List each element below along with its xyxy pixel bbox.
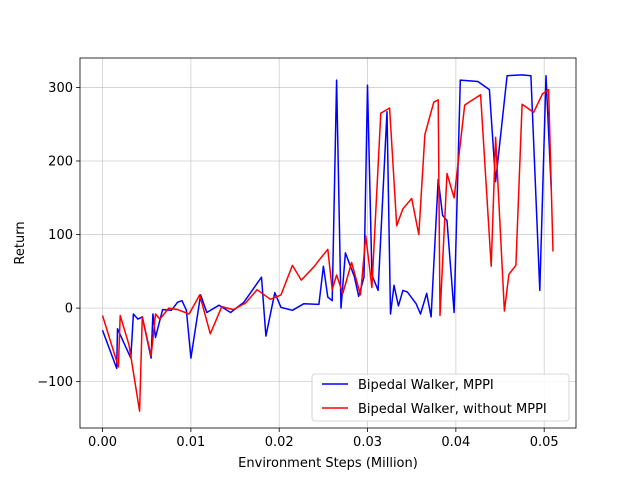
x-tick-label: 0.00 — [88, 435, 117, 450]
legend: Bipedal Walker, MPPI Bipedal Walker, wit… — [311, 373, 570, 422]
y-tick-label: 0 — [65, 302, 73, 317]
series-line-without-mppi — [101, 88, 554, 412]
legend-label-mppi: Bipedal Walker, MPPI — [358, 378, 494, 393]
legend-box — [311, 373, 570, 422]
series-layer — [101, 74, 554, 412]
x-tick-label: 0.03 — [353, 435, 382, 450]
y-tick-label: 100 — [48, 228, 73, 243]
x-tick-label: 0.01 — [176, 435, 205, 450]
grid-layer — [80, 58, 576, 428]
x-axis-label: Environment Steps (Million) — [238, 456, 418, 471]
legend-label-without-mppi: Bipedal Walker, without MPPI — [358, 402, 547, 417]
x-tick-label: 0.04 — [441, 435, 470, 450]
x-tick-label: 0.05 — [530, 435, 559, 450]
ticks-layer: 0.00 0.01 0.02 0.03 0.04 0.05 −100 0 100 200 300 — [37, 81, 558, 450]
x-tick-label: 0.02 — [265, 435, 294, 450]
y-tick-label: 200 — [48, 154, 73, 169]
y-axis-label: Return — [13, 221, 28, 264]
y-tick-label: −100 — [37, 375, 73, 390]
y-tick-label: 300 — [48, 81, 73, 96]
plot-frame — [79, 57, 577, 429]
